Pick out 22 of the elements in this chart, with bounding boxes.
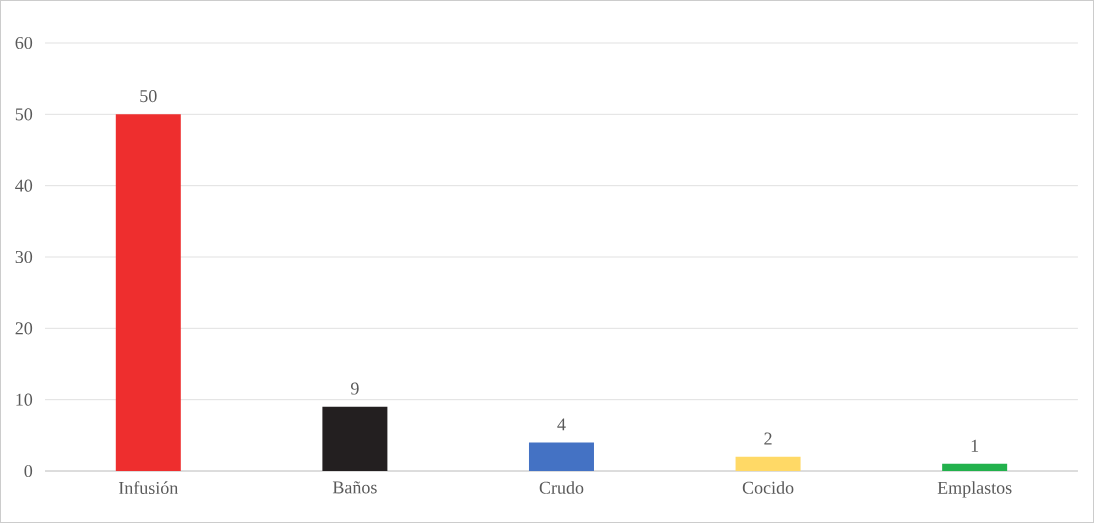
x-tick-label: Infusión xyxy=(118,481,179,495)
data-label: 50 xyxy=(140,89,157,103)
y-tick-label: 60 xyxy=(15,36,33,50)
bar xyxy=(528,442,594,471)
data-label: 4 xyxy=(557,418,566,431)
bar xyxy=(942,463,1008,471)
y-tick-label: 50 xyxy=(15,108,33,121)
y-tick-label: 30 xyxy=(15,250,33,264)
x-tick-label: Cocido xyxy=(742,481,794,494)
bar xyxy=(115,114,181,471)
y-tick-label: 40 xyxy=(15,179,33,192)
x-tick-label: Emplastos xyxy=(937,481,1012,498)
data-label: 9 xyxy=(350,382,359,395)
x-tick-label: Crudo xyxy=(539,481,584,494)
bar xyxy=(322,406,388,471)
x-tick-label: Baños xyxy=(332,481,377,494)
data-label: 2 xyxy=(764,432,772,445)
data-label: 1 xyxy=(971,439,979,452)
bar xyxy=(735,456,801,471)
y-tick-label: 20 xyxy=(15,322,33,335)
y-tick-label: 10 xyxy=(16,393,33,406)
y-tick-label: 0 xyxy=(24,464,33,478)
